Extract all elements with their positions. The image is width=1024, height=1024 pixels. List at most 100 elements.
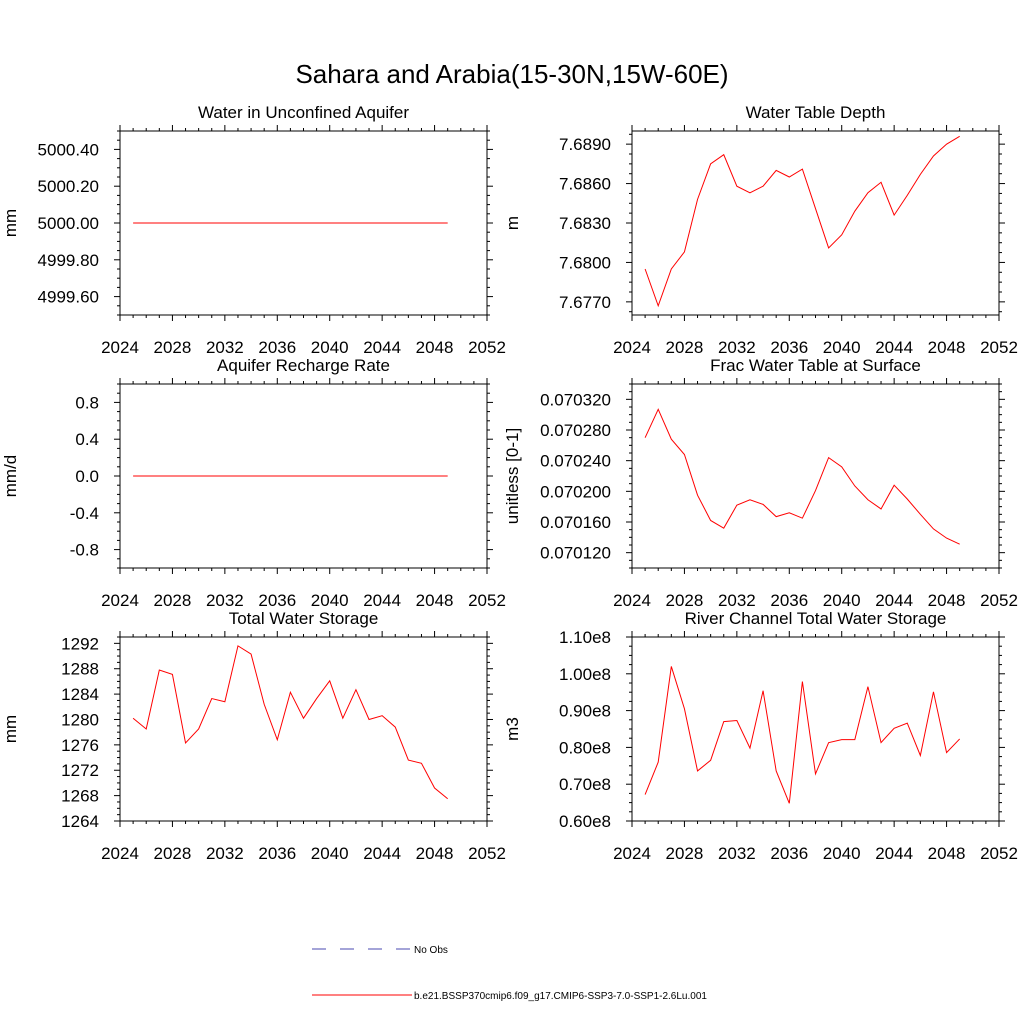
plot-frame <box>631 636 1000 822</box>
y-tick-label: 1284 <box>61 685 99 704</box>
panel-title: Water in Unconfined Aquifer <box>198 103 409 122</box>
x-tick-label: 2028 <box>154 844 192 863</box>
x-tick-label: 2048 <box>416 338 454 357</box>
panel-title: Aquifer Recharge Rate <box>217 356 390 375</box>
x-tick-label: 2024 <box>101 844 139 863</box>
y-tick-label: 0.0 <box>75 467 99 486</box>
y-tick-label: 7.6800 <box>559 253 611 272</box>
x-tick-label: 2036 <box>770 844 808 863</box>
plot-frame <box>119 636 488 822</box>
panel-title: Water Table Depth <box>746 103 886 122</box>
series-line-total-water-storage <box>132 645 448 800</box>
x-tick-label: 2052 <box>980 338 1018 357</box>
x-tick-label: 2032 <box>206 338 244 357</box>
x-tick-label: 2052 <box>468 591 506 610</box>
y-tick-label: 0.070160 <box>540 513 611 532</box>
x-tick-label: 2036 <box>258 844 296 863</box>
x-tick-label: 2044 <box>875 591 913 610</box>
x-tick-label: 2040 <box>823 338 861 357</box>
y-axis-label: m3 <box>503 717 522 741</box>
y-tick-label: 0.070280 <box>540 421 611 440</box>
y-tick-label: 1.10e8 <box>559 628 611 647</box>
x-tick-label: 2048 <box>416 844 454 863</box>
x-tick-label: 2040 <box>823 844 861 863</box>
y-tick-label: 4999.60 <box>38 288 99 307</box>
y-tick-label: 7.6860 <box>559 175 611 194</box>
y-axis-label: mm/d <box>1 455 20 498</box>
series-line-frac-water-table-at-surface <box>644 408 960 545</box>
x-tick-label: 2052 <box>980 844 1018 863</box>
y-tick-label: 4999.80 <box>38 251 99 270</box>
x-tick-label: 2032 <box>718 591 756 610</box>
panel-frac-water-table-surface: 2024 2028 2032 2036 2040 2044 2048 2052 0.070120… <box>503 356 1018 610</box>
x-tick-label: 2044 <box>363 338 401 357</box>
y-tick-label: 0.4 <box>75 430 99 449</box>
y-tick-label: 0.070120 <box>540 544 611 563</box>
y-tick-label: 7.6830 <box>559 214 611 233</box>
y-tick-label: 0.070200 <box>540 482 611 501</box>
x-tick-label: 2028 <box>666 591 704 610</box>
x-tick-label: 2040 <box>311 844 349 863</box>
x-tick-label: 2048 <box>416 591 454 610</box>
x-tick-label: 2040 <box>311 591 349 610</box>
legend-no-obs-label: No Obs <box>414 945 448 956</box>
y-tick-label: 0.070240 <box>540 452 611 471</box>
y-tick-label: 5000.40 <box>38 140 99 159</box>
x-tick-label: 2040 <box>311 338 349 357</box>
legend-model-run-label: b.e21.BSSP370cmip6.f09_g17.CMIP6-SSP3-7.… <box>414 991 707 1002</box>
y-tick-label: 7.6770 <box>559 293 611 312</box>
panel-aquifer-recharge-rate: 2024 2028 2032 2036 2040 2044 2048 2052 -0.8 -0.4… <box>1 356 506 610</box>
y-tick-label: 7.6890 <box>559 135 611 154</box>
panel-river-channel-storage: 2024 2028 2032 2036 2040 2044 2048 2052 0.60e8 0.… <box>503 609 1018 863</box>
series-line-water-table-depth <box>644 135 960 308</box>
x-tick-label: 2040 <box>823 591 861 610</box>
x-tick-label: 2044 <box>363 591 401 610</box>
y-tick-label: 0.60e8 <box>559 812 611 831</box>
y-tick-label: 0.90e8 <box>559 702 611 721</box>
plot-frame <box>631 383 1000 569</box>
x-tick-label: 2052 <box>980 591 1018 610</box>
legend: No Obs b.e21.BSSP370cmip6.f09_g17.CMIP6-… <box>312 945 707 1002</box>
x-tick-label: 2036 <box>258 338 296 357</box>
y-axis-label: unitless [0-1] <box>503 428 522 524</box>
y-tick-label: 1276 <box>61 736 99 755</box>
x-tick-label: 2052 <box>468 338 506 357</box>
x-tick-label: 2036 <box>258 591 296 610</box>
panel-title: River Channel Total Water Storage <box>685 609 947 628</box>
panel-water-table-depth: 2024 2028 2032 2036 2040 2044 2048 2052 7.6770 7.… <box>503 103 1018 357</box>
x-tick-label: 2024 <box>101 591 139 610</box>
x-tick-label: 2044 <box>363 844 401 863</box>
x-tick-label: 2036 <box>770 338 808 357</box>
y-tick-label: 0.070320 <box>540 390 611 409</box>
x-tick-label: 2032 <box>206 844 244 863</box>
y-tick-label: 1292 <box>61 634 99 653</box>
y-tick-label: 1264 <box>61 812 99 831</box>
y-tick-label: 5000.20 <box>38 177 99 196</box>
x-tick-label: 2032 <box>206 591 244 610</box>
y-tick-label: 1272 <box>61 761 99 780</box>
x-tick-label: 2048 <box>928 844 966 863</box>
x-tick-label: 2028 <box>154 591 192 610</box>
x-tick-label: 2024 <box>613 338 651 357</box>
x-tick-label: 2044 <box>875 844 913 863</box>
x-tick-label: 2024 <box>101 338 139 357</box>
panel-title: Frac Water Table at Surface <box>710 356 921 375</box>
x-tick-label: 2028 <box>666 844 704 863</box>
y-tick-label: 5000.00 <box>38 214 99 233</box>
y-tick-label: 1288 <box>61 660 99 679</box>
x-tick-label: 2032 <box>718 338 756 357</box>
x-tick-label: 2044 <box>875 338 913 357</box>
y-tick-label: 0.80e8 <box>559 738 611 757</box>
y-tick-label: -0.4 <box>70 504 99 523</box>
y-tick-label: 0.70e8 <box>559 775 611 794</box>
y-axis-label: m <box>503 216 522 230</box>
panel-total-water-storage: 2024 2028 2032 2036 2040 2044 2048 2052 1264 1268… <box>1 609 506 863</box>
x-tick-label: 2024 <box>613 844 651 863</box>
y-tick-label: 1.00e8 <box>559 665 611 684</box>
y-axis-label: mm <box>1 715 20 743</box>
y-tick-label: 1268 <box>61 787 99 806</box>
y-tick-label: 1280 <box>61 710 99 729</box>
plot-frame <box>631 130 1000 316</box>
x-tick-label: 2032 <box>718 844 756 863</box>
panel-water-unconfined-aquifer: 2024 2028 2032 2036 2040 2044 2048 2052 4999.60 4… <box>1 103 506 357</box>
